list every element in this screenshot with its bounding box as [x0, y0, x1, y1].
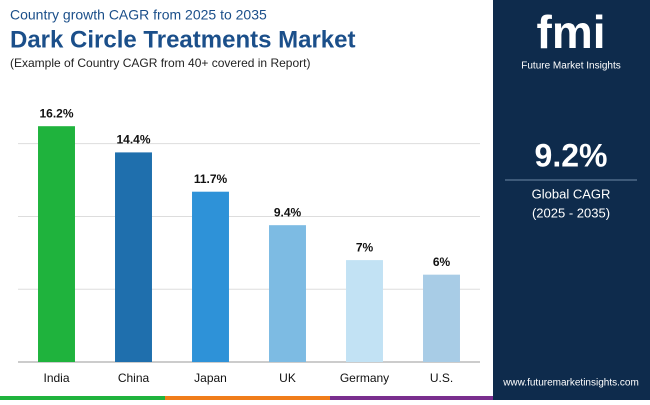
value-label: 7%: [356, 240, 374, 254]
side-panel: [493, 0, 650, 400]
bar: [346, 260, 383, 362]
logo: fmi: [537, 6, 606, 58]
bar: [269, 225, 306, 362]
bar: [192, 191, 229, 362]
value-label: 6%: [433, 255, 451, 269]
value-label: 9.4%: [274, 205, 302, 219]
x-tick-label: UK: [279, 371, 296, 385]
global-cagr-label: Global CAGR: [532, 186, 611, 201]
stripe: [165, 396, 330, 400]
stripe: [0, 396, 165, 400]
bar: [423, 274, 460, 362]
x-tick-label: Germany: [340, 371, 389, 385]
global-cagr-value: 9.2%: [535, 137, 608, 173]
chart-title: Dark Circle Treatments Market: [10, 26, 356, 53]
bar: [115, 152, 152, 362]
brand: Future Market Insights: [521, 61, 620, 72]
stripe: [330, 396, 493, 400]
website: www.futuremarketinsights.com: [502, 378, 639, 389]
x-tick-label: Japan: [194, 371, 227, 385]
value-label: 11.7%: [194, 172, 228, 186]
period: (2025 - 2035): [532, 205, 610, 220]
x-tick-label: India: [43, 371, 69, 385]
value-label: 16.2%: [39, 106, 73, 120]
supertitle: Country growth CAGR from 2025 to 2035: [10, 7, 267, 23]
subtitle: (Example of Country CAGR from 40+ covere…: [10, 56, 310, 70]
x-tick-label: China: [118, 371, 150, 385]
bar: [38, 126, 75, 362]
value-label: 14.4%: [116, 133, 150, 147]
x-tick-label: U.S.: [430, 371, 453, 385]
